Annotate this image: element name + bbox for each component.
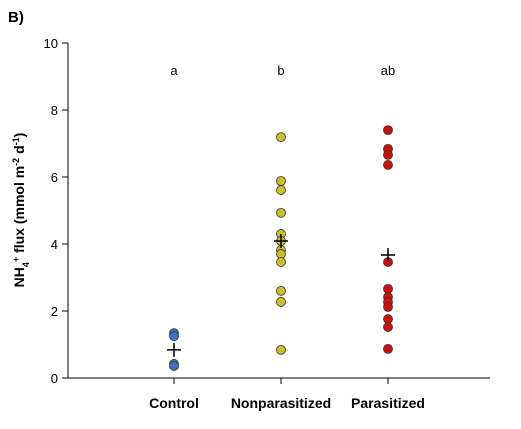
y-axis-label: NH4+ flux (mmol m-2 d-1) — [11, 133, 31, 288]
dot — [276, 344, 286, 355]
panel-label: B) — [8, 9, 24, 26]
dot — [383, 125, 393, 136]
dot — [276, 207, 286, 218]
x-tick-label: Nonparasitized — [231, 395, 331, 411]
y-axis-label-part: ) — [11, 133, 27, 138]
mean-marker — [274, 233, 288, 248]
group-letter: a — [170, 63, 178, 78]
dot — [276, 257, 286, 267]
y-tick-label: 8 — [51, 103, 58, 118]
dot — [383, 322, 393, 332]
y-axis-label-part: d — [11, 145, 27, 157]
x-tick-label: Parasitized — [351, 395, 425, 411]
group-letter: b — [277, 63, 284, 78]
y-axis-label-part: flux (mmol m — [11, 166, 27, 257]
dot — [276, 297, 286, 307]
dot — [169, 361, 179, 371]
y-tick-label: 6 — [51, 170, 58, 185]
y-tick-label: 4 — [51, 237, 58, 252]
dot — [276, 132, 286, 143]
dot — [276, 176, 286, 186]
dot — [276, 185, 286, 195]
dot — [383, 302, 393, 312]
mean-marker — [381, 248, 395, 263]
dot — [383, 149, 393, 160]
dot — [383, 343, 393, 354]
group-letter: ab — [381, 63, 395, 78]
mean-marker — [167, 342, 181, 357]
y-axis-label-part: 4 — [21, 262, 31, 267]
y-axis-label-part: -1 — [11, 137, 21, 145]
dot — [169, 331, 179, 342]
y-axis-label-part: + — [11, 257, 21, 262]
x-tick-label: Control — [149, 395, 199, 411]
y-tick-label: 0 — [51, 371, 58, 386]
y-axis-label-part: -2 — [11, 158, 21, 166]
dot — [383, 160, 393, 170]
dot — [276, 285, 286, 296]
y-tick-label: 2 — [51, 304, 58, 319]
y-axis-label-part: NH — [11, 267, 27, 287]
y-tick-label: 10 — [44, 36, 58, 51]
